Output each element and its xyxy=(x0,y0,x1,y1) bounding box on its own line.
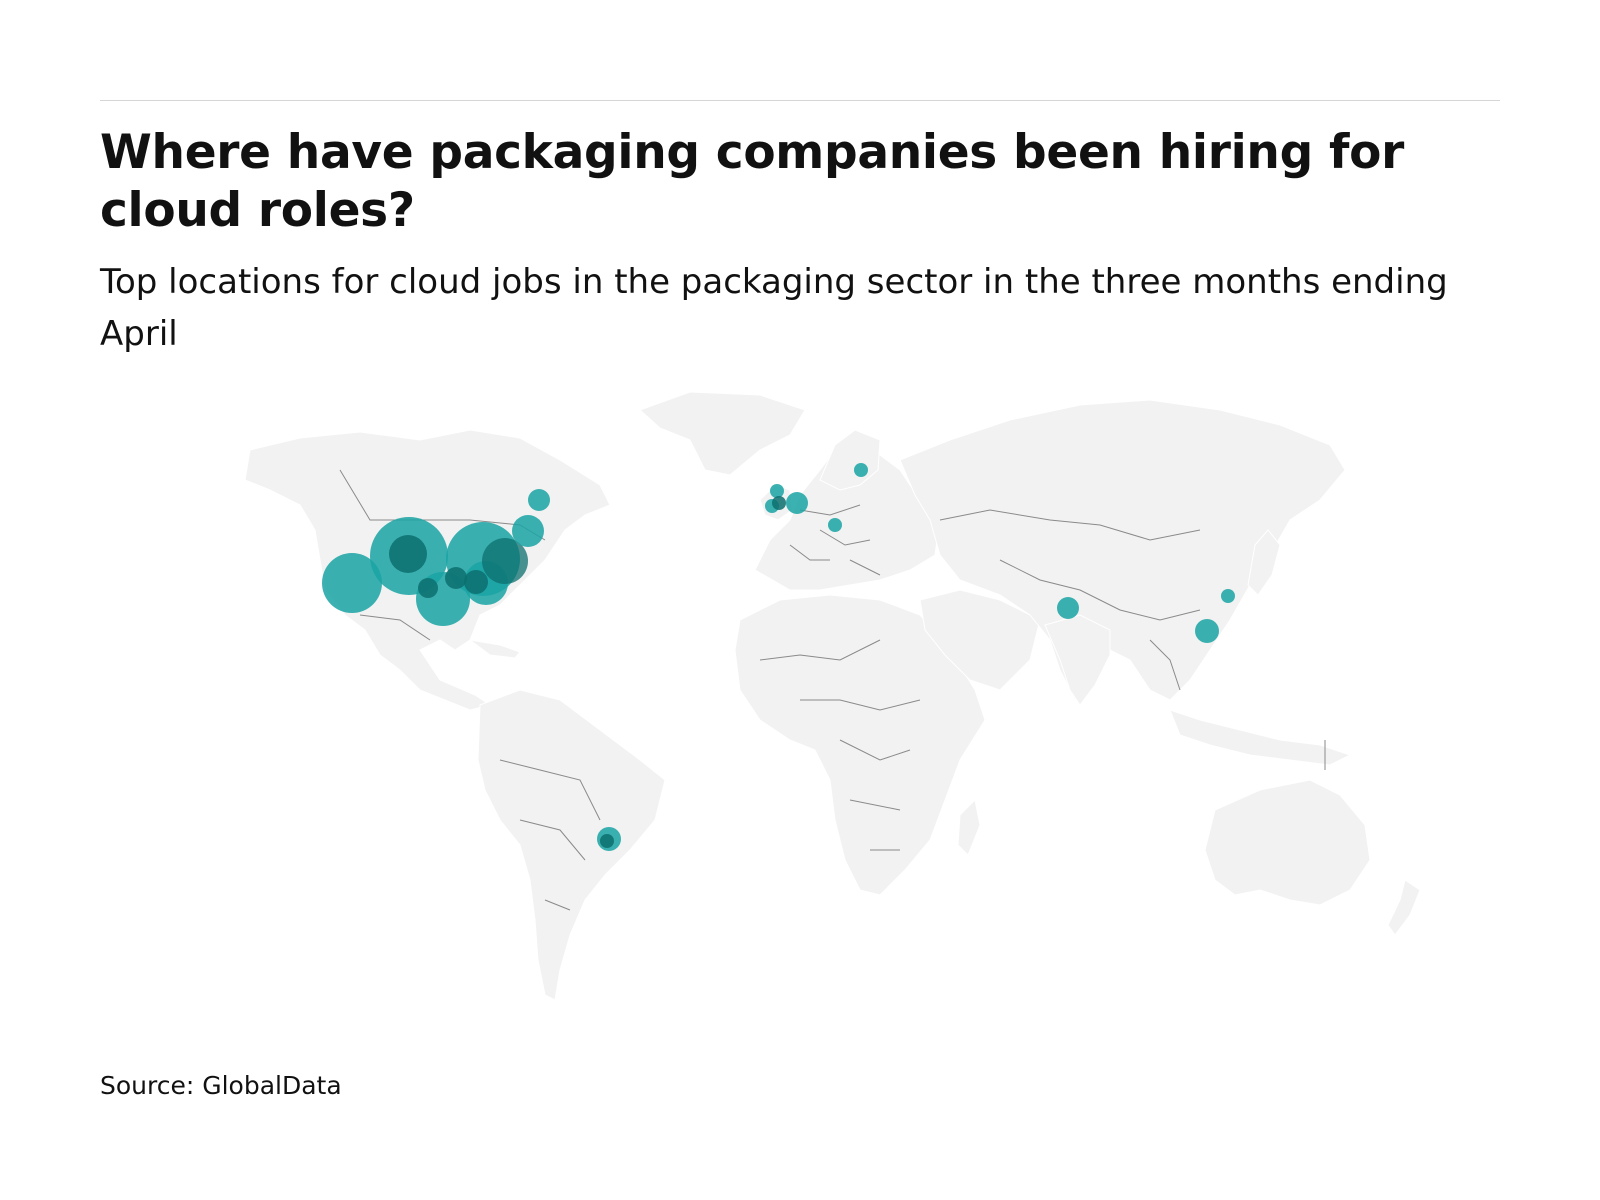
caribbean-shape xyxy=(469,639,521,659)
border-lines xyxy=(339,469,1326,911)
location-bubble xyxy=(464,570,488,594)
asia-shape xyxy=(899,399,1346,701)
madagascar-shape xyxy=(957,798,981,856)
top-divider xyxy=(100,100,1500,101)
australia-shape xyxy=(1204,779,1371,906)
asia-borders xyxy=(939,509,1201,691)
location-bubble xyxy=(389,535,427,573)
india-shape xyxy=(1044,614,1111,706)
location-bubble xyxy=(770,484,784,498)
bubble-layer xyxy=(322,463,1235,851)
location-bubble xyxy=(322,553,382,613)
world-bubble-map xyxy=(244,391,1421,1001)
southeast-asia-islands-shape xyxy=(1169,709,1352,766)
location-bubble xyxy=(445,567,467,589)
location-bubble xyxy=(528,489,550,511)
south-america-shape xyxy=(477,689,666,1001)
location-bubble xyxy=(828,518,842,532)
location-bubble xyxy=(786,492,808,514)
location-bubble xyxy=(1221,589,1235,603)
location-bubble xyxy=(1057,597,1079,619)
greenland-shape xyxy=(639,391,806,476)
africa-borders xyxy=(759,639,921,851)
location-bubble xyxy=(482,538,528,584)
location-bubble xyxy=(418,578,438,598)
location-bubble xyxy=(600,834,614,848)
location-bubble xyxy=(854,463,868,477)
source-note: Source: GlobalData xyxy=(100,1071,342,1100)
location-bubble xyxy=(772,496,786,510)
location-bubble xyxy=(1195,619,1219,643)
new-zealand-shape xyxy=(1387,879,1421,936)
us-mexico-border xyxy=(359,614,431,641)
chart-subtitle: Top locations for cloud jobs in the pack… xyxy=(100,262,1448,354)
south-america-borders xyxy=(499,759,601,911)
chart-title: Where have packaging companies been hiri… xyxy=(100,125,1404,238)
location-bubble xyxy=(512,515,544,547)
middle-east-shape xyxy=(919,589,1041,691)
europe-borders xyxy=(789,504,881,576)
japan-shape xyxy=(1247,529,1281,596)
land-layer xyxy=(244,391,1421,1001)
africa-shape xyxy=(734,594,986,896)
